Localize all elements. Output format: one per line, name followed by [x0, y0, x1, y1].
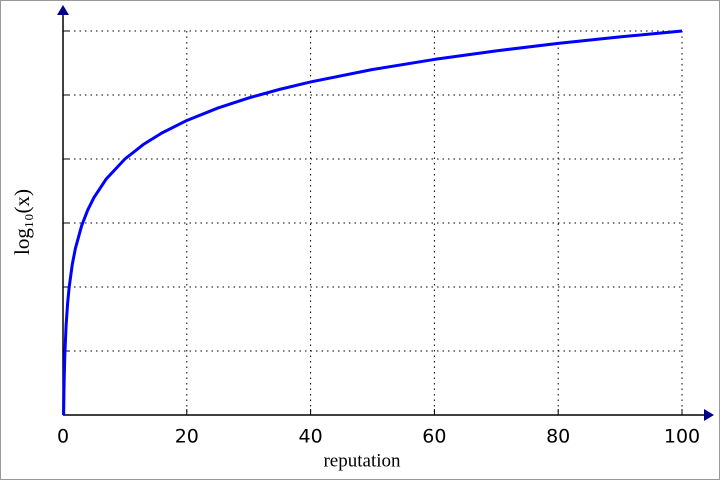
x-tick-label: 100 — [664, 426, 700, 448]
x-axis-label: reputation — [323, 450, 401, 471]
x-tick-label: 80 — [546, 426, 570, 448]
data-line — [62, 29, 683, 416]
x-tick-label: 60 — [422, 426, 446, 448]
x-tick-label: 40 — [299, 426, 323, 448]
x-axis-arrow — [704, 409, 714, 421]
x-tick-label: 0 — [57, 426, 69, 448]
y-axis-arrow — [57, 5, 69, 15]
y-axis-label: log₁₀(x) — [10, 189, 34, 255]
x-tick-label: 20 — [175, 426, 199, 448]
